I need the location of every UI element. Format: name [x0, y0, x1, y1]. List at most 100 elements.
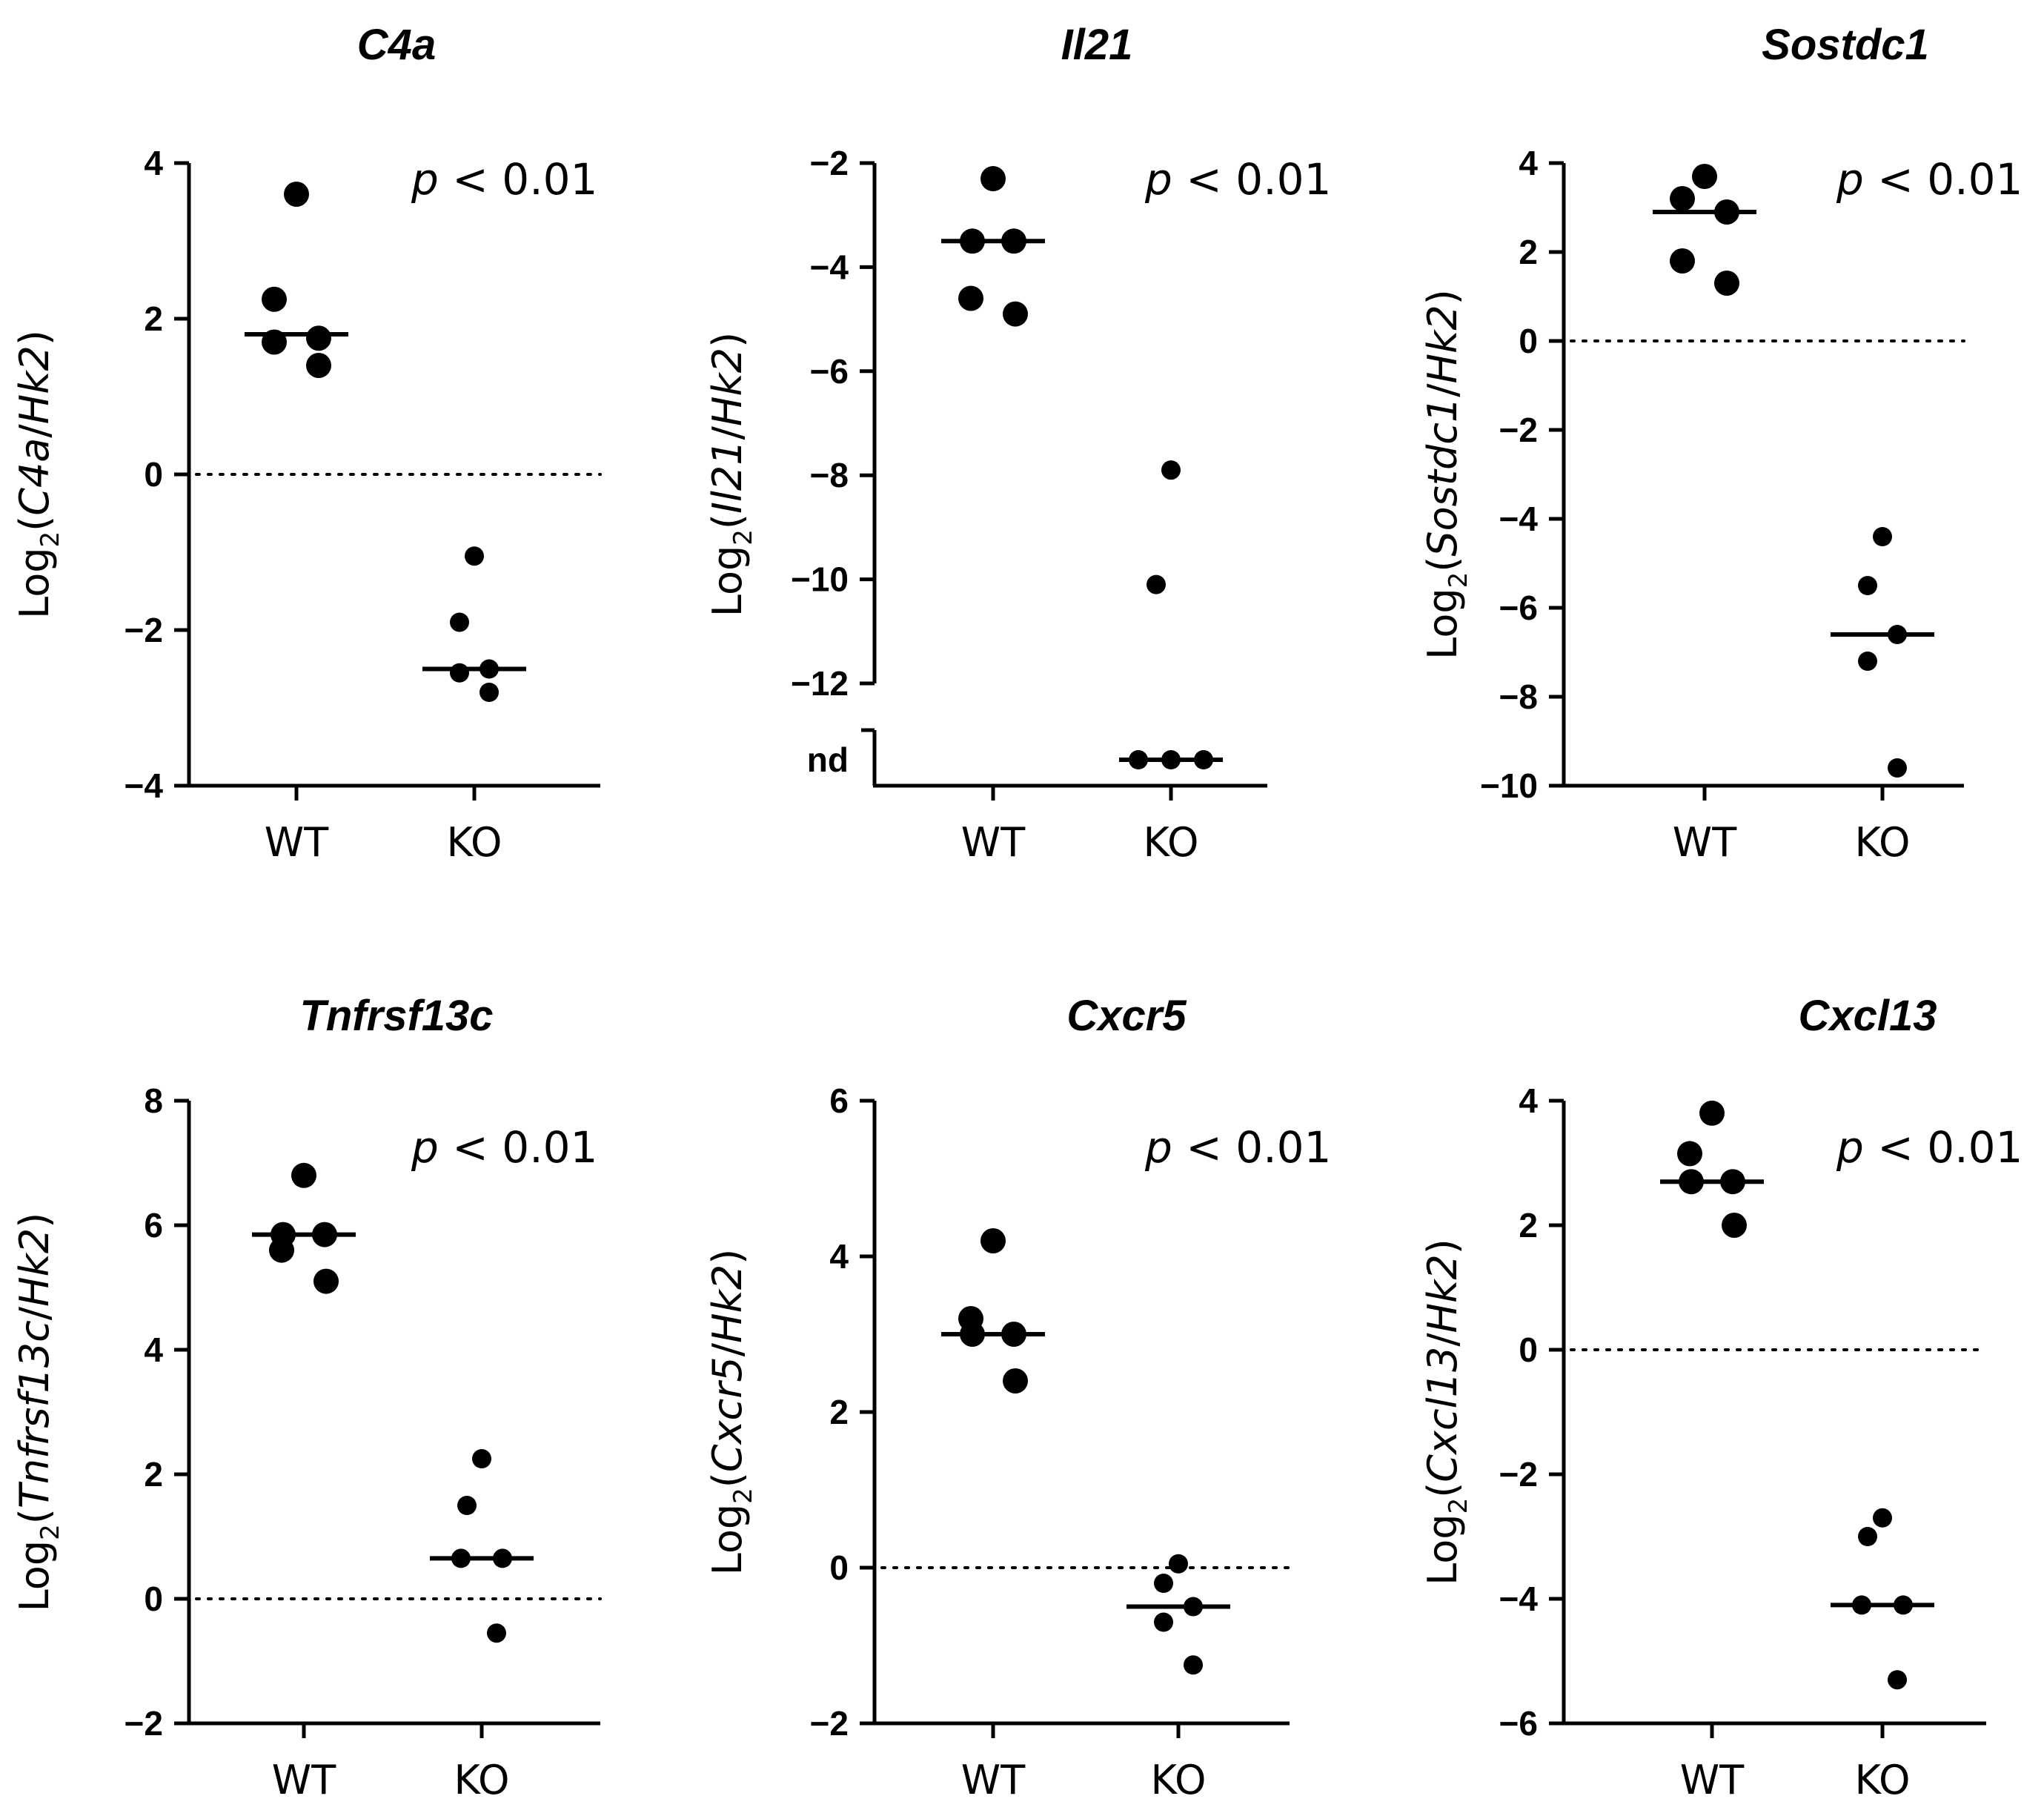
data-point-wt [1692, 164, 1717, 189]
data-point-wt [1003, 1368, 1028, 1394]
data-point-wt [1670, 248, 1695, 274]
data-point-wt [306, 325, 331, 351]
x-category-label: KO [447, 819, 502, 866]
ylabel-close: ) [1419, 1239, 1466, 1254]
data-point-wt [1699, 1100, 1725, 1126]
data-point-ko [1154, 1574, 1173, 1593]
y-tick-label: −4 [810, 248, 849, 286]
x-category-label: WT [961, 1757, 1026, 1803]
data-point-wt [1714, 271, 1739, 296]
ylabel-close: ) [704, 1249, 751, 1265]
ylabel-open: ( [1419, 1482, 1466, 1498]
p-value-label: p < 0.01 [1144, 1122, 1331, 1173]
ylabel-subscript: 2 [729, 529, 758, 546]
ylabel-subscript: 2 [1444, 1498, 1473, 1514]
ylabel-gene: Cxcr5 [704, 1356, 751, 1472]
ylabel-reference: Hk2 [704, 348, 751, 426]
data-point-ko [472, 1449, 491, 1468]
p-symbol: p [1836, 154, 1864, 205]
data-point-ko [1888, 758, 1907, 778]
ylabel-prefix: Log [704, 546, 751, 617]
y-tick-label: 6 [829, 1081, 849, 1120]
data-point-wt [269, 1237, 294, 1263]
y-tick-label: −2 [1499, 1455, 1538, 1494]
ylabel-gene: Cxcl13 [1419, 1347, 1466, 1482]
y-axis-label: Log2(Cxcl13/Hk2) [1419, 1239, 1473, 1585]
y-axis-label: Log2(Il21/Hk2) [704, 332, 758, 617]
ylabel-open: ( [704, 1472, 751, 1488]
ylabel-close: ) [1419, 289, 1466, 305]
ylabel-open: ( [11, 1508, 58, 1524]
data-point-wt [1677, 1141, 1702, 1167]
p-value-label: p < 0.01 [1144, 154, 1331, 205]
y-tick-label: 0 [1519, 322, 1538, 360]
p-text: < 0.01 [439, 1122, 598, 1173]
y-tick-label: 4 [829, 1237, 849, 1276]
ylabel-open: ( [704, 514, 751, 529]
panel-title: Sostdc1 [1762, 21, 1929, 69]
ylabel-separator: / [11, 424, 58, 438]
p-text: < 0.01 [1864, 1122, 2023, 1173]
y-tick-label-nd: nd [807, 740, 849, 779]
p-symbol: p [411, 154, 439, 205]
ylabel-gene: Tnfrsf13c [11, 1320, 58, 1508]
data-point-wt [1722, 1213, 1747, 1238]
x-category-label: WT [1673, 819, 1737, 866]
y-tick-label: −2 [810, 1704, 849, 1743]
data-point-ko [465, 546, 484, 566]
ylabel-gene: Il21 [704, 440, 751, 514]
y-axis-label: Log2(C4a/Hk2) [11, 330, 65, 619]
y-tick-label: 2 [144, 1455, 163, 1494]
x-category-label: KO [1855, 819, 1911, 866]
ylabel-close: ) [704, 332, 751, 348]
data-point-ko [1858, 1527, 1877, 1546]
ylabel-subscript: 2 [36, 1524, 65, 1540]
data-point-ko [1858, 652, 1877, 671]
p-value-label: p < 0.01 [1836, 1122, 2023, 1173]
y-tick-label: −6 [810, 352, 849, 391]
y-tick-label: 8 [144, 1081, 163, 1120]
data-point-ko [1888, 1670, 1907, 1690]
data-point-ko [1169, 1554, 1188, 1574]
y-tick-label: 0 [829, 1548, 849, 1587]
data-point-ko [1147, 574, 1166, 594]
p-text: < 0.01 [439, 154, 598, 205]
y-tick-label: 4 [1519, 1081, 1538, 1120]
data-point-wt [262, 286, 287, 312]
ylabel-subscript: 2 [729, 1488, 758, 1504]
p-value-label: p < 0.01 [411, 1122, 597, 1173]
panel-title: C4a [357, 21, 436, 69]
y-tick-label: −2 [1499, 411, 1538, 449]
y-tick-label: −6 [1499, 589, 1538, 627]
ylabel-gene: C4a [11, 438, 58, 516]
y-axis-label: Log2(Cxcr5/Hk2) [704, 1249, 758, 1576]
y-axis-label: Log2(Tnfrsf13c/Hk2) [11, 1213, 65, 1612]
p-text: < 0.01 [1172, 1122, 1332, 1173]
data-point-wt [291, 1162, 316, 1188]
x-category-label: WT [961, 819, 1026, 866]
y-tick-label: 2 [144, 299, 163, 338]
data-point-ko [1858, 576, 1877, 595]
data-point-wt [980, 166, 1006, 192]
y-tick-label: −10 [1480, 766, 1538, 805]
ylabel-reference: Hk2 [11, 1228, 58, 1307]
ylabel-reference: Hk2 [1419, 1254, 1466, 1333]
ylabel-separator: / [704, 1342, 751, 1356]
ylabel-prefix: Log [1419, 588, 1466, 659]
y-axis-label: Log2(Sostdc1/Hk2) [1419, 289, 1473, 660]
ylabel-prefix: Log [11, 1540, 58, 1611]
data-point-ko [450, 612, 469, 632]
y-tick-label: −4 [1499, 1580, 1539, 1618]
panel-title: Cxcr5 [1066, 992, 1187, 1040]
x-category-label: WT [1680, 1757, 1745, 1803]
y-tick-label: −8 [1499, 677, 1538, 716]
y-tick-label: −12 [791, 664, 849, 703]
ylabel-reference: Hk2 [704, 1265, 751, 1343]
x-category-label: KO [1144, 819, 1199, 866]
data-point-wt [980, 1228, 1006, 1253]
data-point-ko [480, 683, 499, 702]
